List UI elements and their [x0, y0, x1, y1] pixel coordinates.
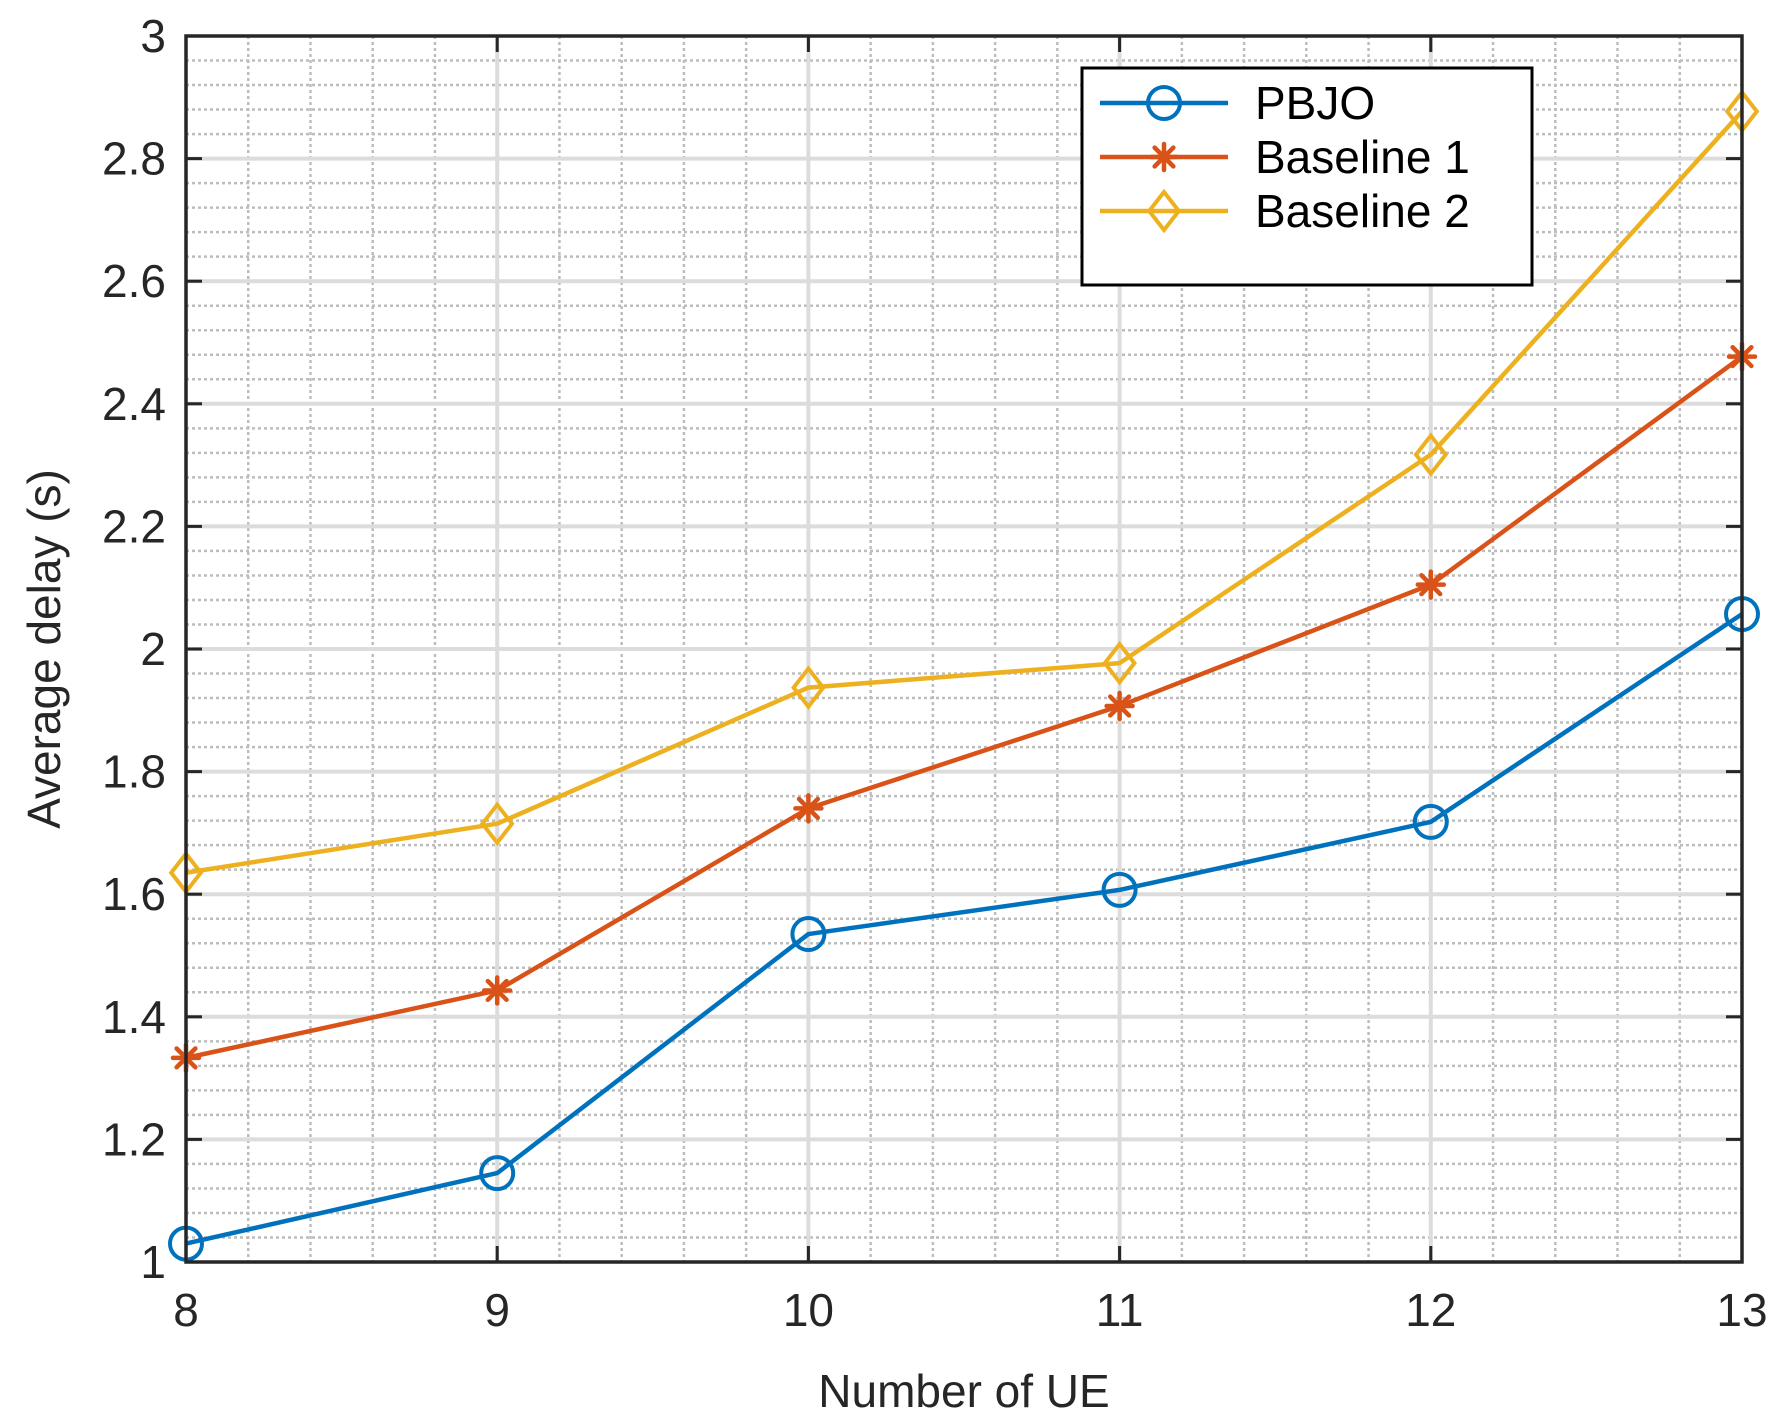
legend-marker-baseline-1	[1148, 141, 1180, 173]
data-point-baseline-2	[1413, 432, 1449, 477]
y-tick-label: 1	[140, 1236, 166, 1288]
y-tick-label: 1.6	[102, 868, 166, 920]
x-tick-label: 13	[1716, 1284, 1767, 1336]
y-tick-label: 2	[140, 623, 166, 675]
series-line-baseline-2	[185, 109, 1744, 875]
y-tick-labels: 1 1.2 1.4 1.6 1.8 2 2.2 2.4 2.6 2.8 3	[102, 10, 166, 1288]
data-point-pbjo	[790, 916, 827, 953]
x-tick-label: 12	[1405, 1284, 1456, 1336]
tick-marks	[184, 34, 1744, 1264]
major-grid	[186, 36, 1742, 1262]
data-point-baseline-2	[791, 665, 826, 710]
legend-marker-baseline-2	[1146, 188, 1182, 234]
y-tick-label: 2.2	[102, 500, 166, 552]
y-tick-label: 1.8	[102, 746, 166, 798]
x-axis-title: Number of UE	[818, 1365, 1109, 1417]
data-point-baseline-2	[479, 801, 515, 846]
y-axis-title: Average delay (s)	[18, 469, 70, 829]
data-point-baseline-1	[1104, 690, 1135, 722]
x-tick-label: 10	[783, 1284, 834, 1336]
series-line-baseline-1	[185, 354, 1744, 1061]
data-point-baseline-1	[793, 793, 824, 824]
legend-label-pbjo: PBJO	[1255, 77, 1375, 129]
x-tick-label: 11	[1096, 1284, 1144, 1336]
y-tick-label: 1.2	[102, 1113, 166, 1165]
data-point-baseline-2	[1102, 640, 1137, 686]
y-tick-label: 2.8	[102, 133, 166, 185]
y-tick-label: 2.6	[102, 255, 166, 307]
data-point-baseline-1	[481, 975, 513, 1006]
y-tick-label: 3	[140, 10, 166, 62]
data-point-baseline-1	[1415, 569, 1447, 600]
data-point-pbjo	[479, 1155, 516, 1192]
x-tick-labels: 8 9 10 11 12 13	[173, 1284, 1767, 1336]
data-point-pbjo	[1101, 871, 1138, 908]
legend-label-baseline-2: Baseline 2	[1255, 185, 1470, 237]
legend-label-baseline-1: Baseline 1	[1255, 131, 1470, 183]
data-point-pbjo	[1412, 803, 1449, 840]
series-lines	[185, 109, 1744, 1246]
x-tick-label: 8	[173, 1284, 199, 1336]
x-tick-label: 9	[484, 1284, 510, 1336]
y-tick-label: 2.4	[102, 378, 166, 430]
y-tick-label: 1.4	[102, 991, 166, 1043]
legend-marker-pbjo	[1146, 85, 1182, 121]
series-line-pbjo	[185, 612, 1744, 1246]
